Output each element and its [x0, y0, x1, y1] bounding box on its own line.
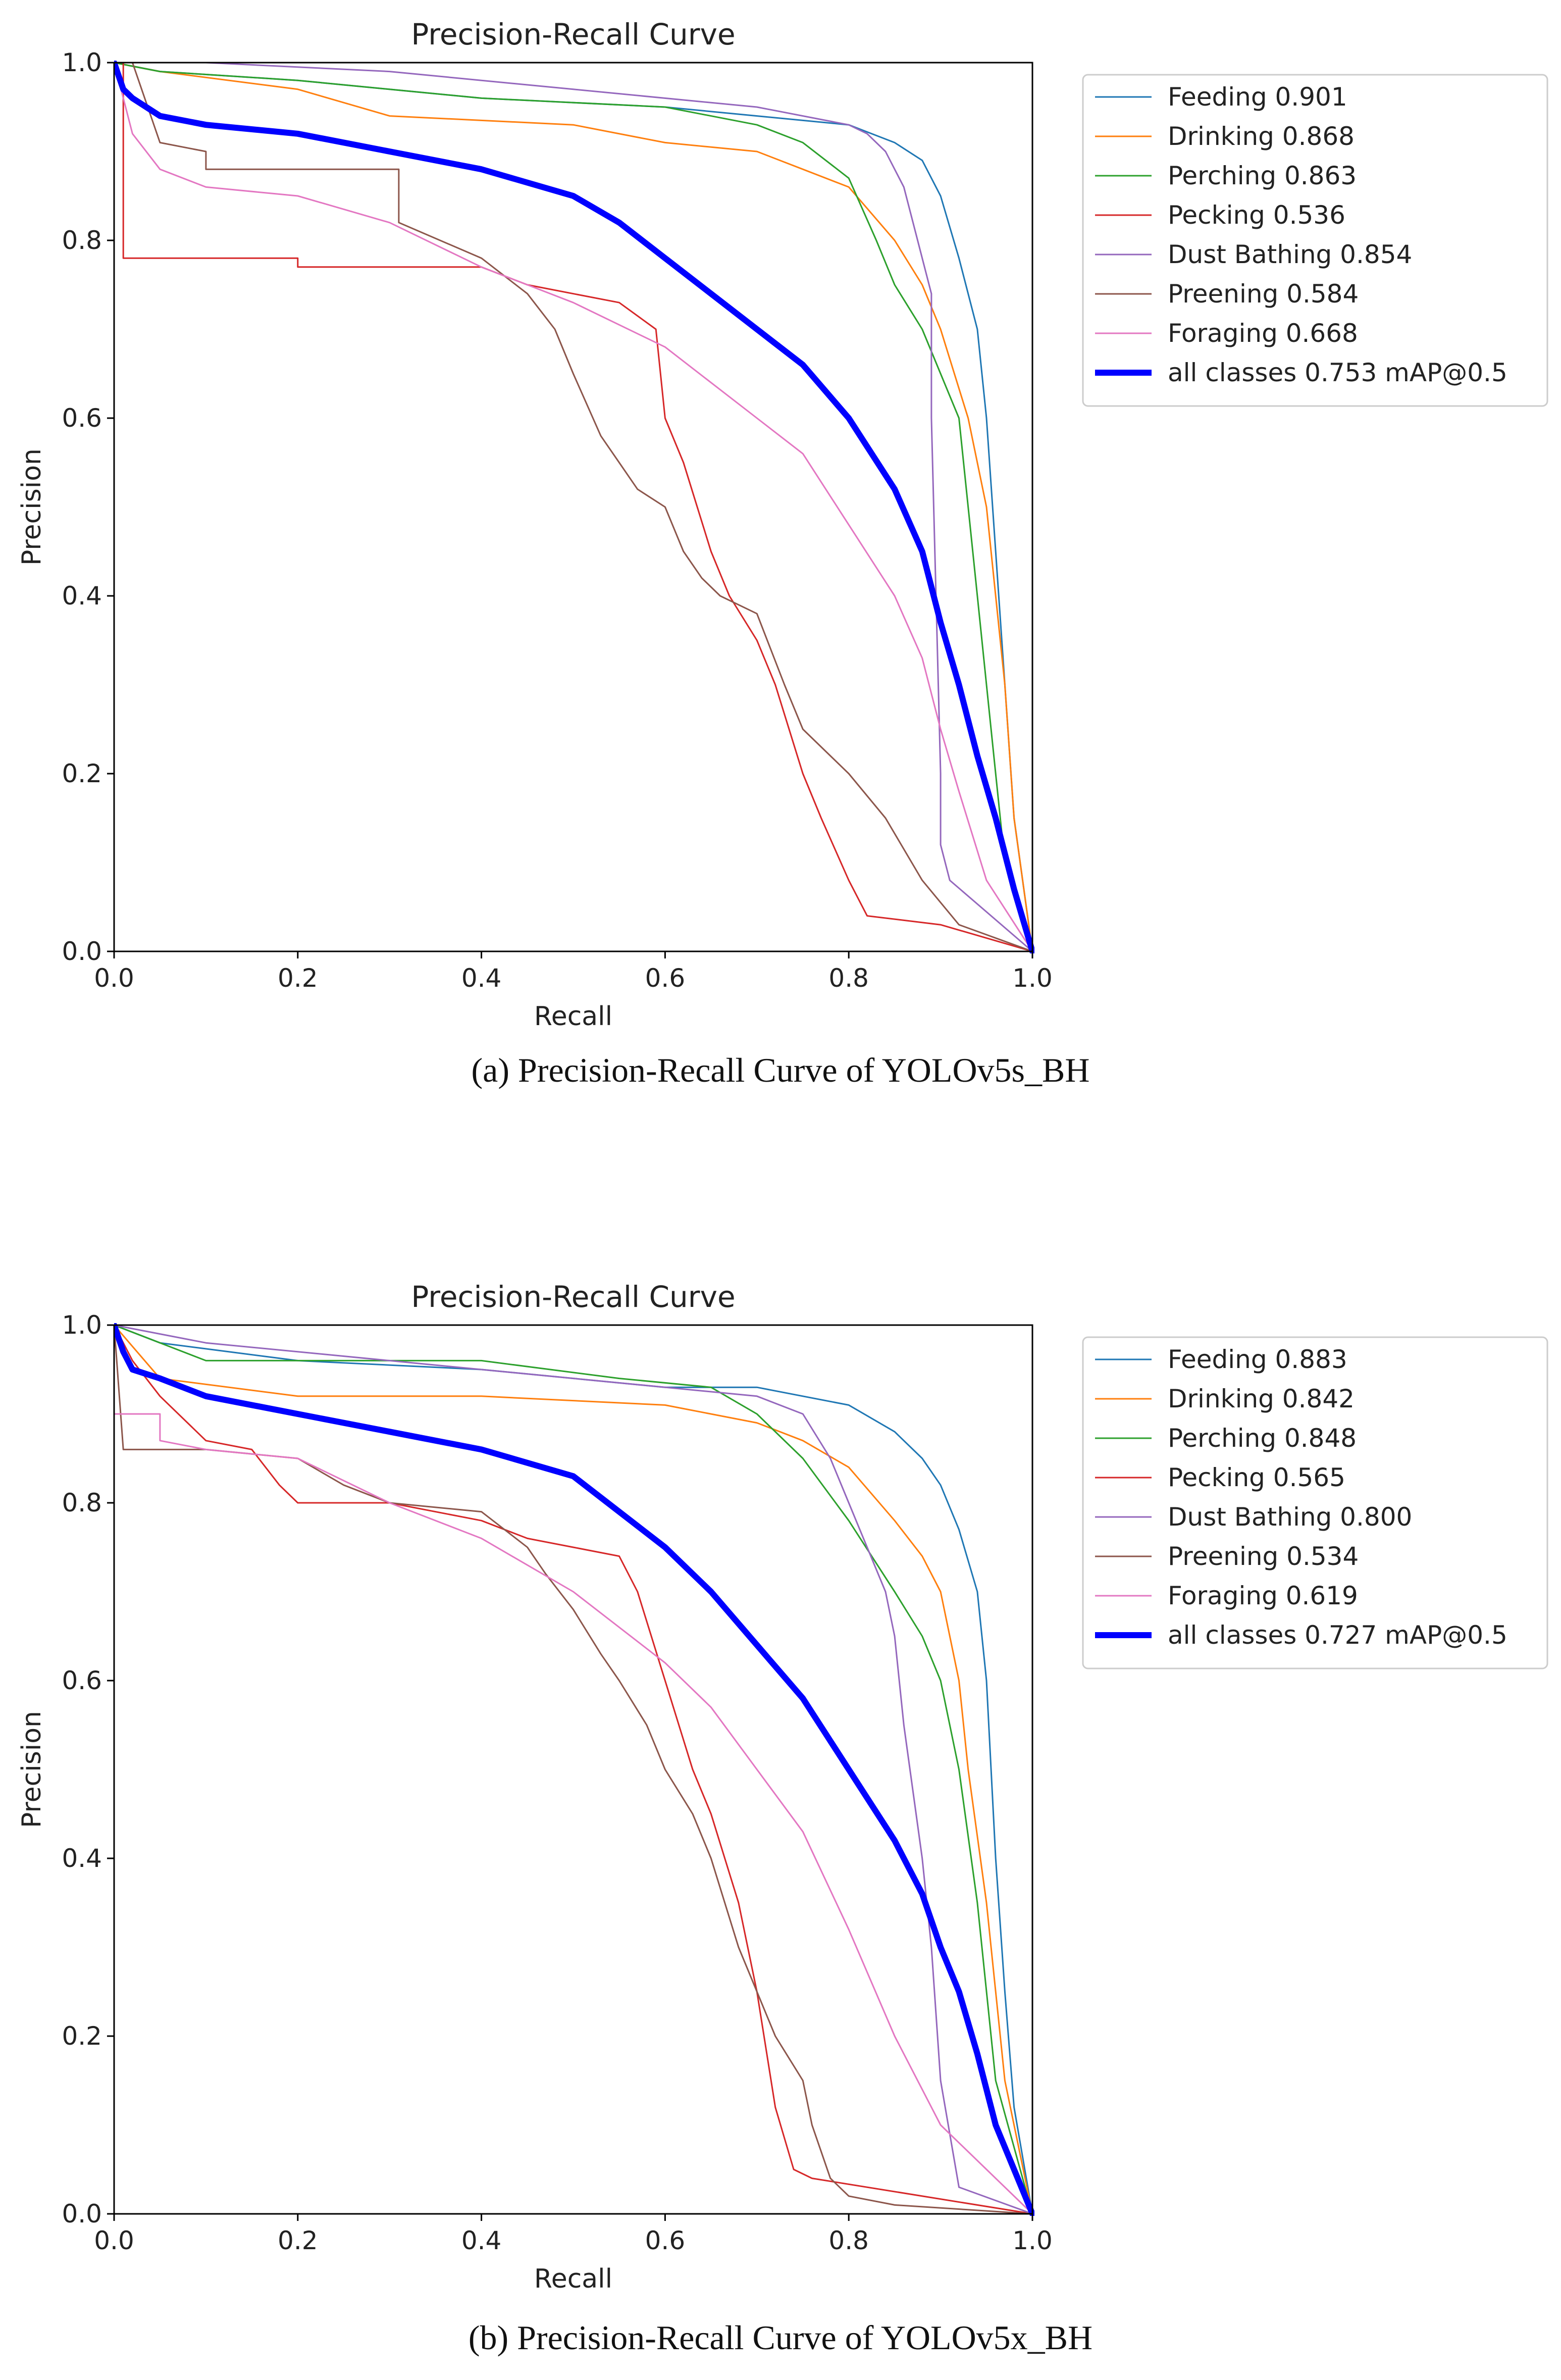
- x-axis-label: Recall: [534, 2264, 612, 2294]
- y-tick-label: 0.2: [62, 2021, 102, 2051]
- caption-b: (b) Precision-Recall Curve of YOLOv5x_BH: [468, 2318, 1093, 2357]
- y-tick-label: 0.4: [62, 1844, 102, 1873]
- legend-box: [1082, 1336, 1548, 1669]
- series-line-5: [114, 62, 1033, 952]
- x-tick-label: 0.0: [94, 964, 134, 993]
- x-tick-label: 0.4: [461, 964, 502, 993]
- x-tick-label: 1.0: [1012, 964, 1053, 993]
- x-tick-label: 0.6: [645, 2226, 686, 2255]
- x-tick-label: 0.4: [461, 2226, 502, 2255]
- y-tick-label: 0.2: [62, 759, 102, 788]
- x-tick-label: 0.0: [94, 2226, 134, 2255]
- y-axis-label: Precision: [17, 448, 47, 566]
- plot-frame: [113, 62, 1033, 952]
- x-tick-label: 0.6: [645, 964, 686, 993]
- legend-label-4: Dust Bathing 0.854: [1168, 240, 1412, 269]
- legend-label-2: Perching 0.863: [1168, 161, 1357, 190]
- pr-curve-chart-a: Precision-Recall Curve 0.0 0.2 0.4 0.6 0.8 1.0…: [0, 0, 1561, 1050]
- caption-a: (a) Precision-Recall Curve of YOLOv5s_BH: [471, 1051, 1090, 1089]
- legend-label-1: Drinking 0.842: [1168, 1384, 1355, 1413]
- y-tick-label: 1.0: [62, 1310, 102, 1340]
- y-tick-label: 1.0: [62, 48, 102, 77]
- legend-label-0: Feeding 0.883: [1168, 1345, 1347, 1374]
- series-line-7: [114, 1323, 1034, 2216]
- legend-label-2: Perching 0.848: [1168, 1424, 1357, 1453]
- legend-label-3: Pecking 0.536: [1168, 200, 1345, 230]
- y-tick-label: 0.0: [62, 937, 102, 966]
- plot-frame: [113, 1324, 1033, 2215]
- series-line-5: [114, 1324, 1033, 2215]
- series-line-6: [114, 1413, 1033, 2215]
- x-axis-label: Recall: [534, 1001, 612, 1032]
- legend-label-7: all classes 0.727 mAP@0.5: [1168, 1621, 1507, 1650]
- legend-label-6: Foraging 0.619: [1168, 1581, 1358, 1610]
- series-line-2: [114, 62, 1033, 952]
- y-axis-label: Precision: [17, 1711, 47, 1828]
- legend-label-5: Preening 0.534: [1168, 1542, 1359, 1571]
- series-line-4: [114, 62, 1033, 952]
- plot-lines: [114, 61, 1034, 953]
- y-tick-label: 0.0: [62, 2199, 102, 2229]
- pr-curve-chart-b: Precision-Recall Curve 0.0 0.2 0.4 0.6 0.8 1.0…: [0, 1262, 1561, 2313]
- series-line-0: [114, 1324, 1033, 2215]
- series-line-1: [114, 1324, 1033, 2215]
- series-line-4: [114, 1324, 1033, 2215]
- legend-label-1: Drinking 0.868: [1168, 122, 1355, 151]
- legend-label-7: all classes 0.753 mAP@0.5: [1168, 358, 1507, 387]
- x-tick-label: 0.2: [278, 2226, 318, 2255]
- legend-label-4: Dust Bathing 0.800: [1168, 1502, 1412, 1532]
- y-tick-label: 0.6: [62, 403, 102, 433]
- chart-title: Precision-Recall Curve: [411, 1280, 735, 1314]
- legend-label-0: Feeding 0.901: [1168, 82, 1347, 112]
- y-tick-label: 0.8: [62, 1488, 102, 1517]
- y-tick-label: 0.4: [62, 581, 102, 611]
- legend-box: [1082, 74, 1548, 407]
- plot-lines: [114, 1323, 1034, 2216]
- legend-label-3: Pecking 0.565: [1168, 1463, 1345, 1492]
- series-line-7: [114, 61, 1034, 953]
- legend-label-6: Foraging 0.668: [1168, 319, 1358, 348]
- x-tick-label: 1.0: [1012, 2226, 1053, 2255]
- series-line-3: [114, 1324, 1033, 2215]
- y-tick-label: 0.6: [62, 1666, 102, 1695]
- chart-title: Precision-Recall Curve: [411, 17, 735, 52]
- x-tick-label: 0.8: [828, 2226, 869, 2255]
- legend-label-5: Preening 0.584: [1168, 279, 1359, 309]
- x-tick-label: 0.2: [278, 964, 318, 993]
- y-tick-label: 0.8: [62, 226, 102, 255]
- x-tick-label: 0.8: [828, 964, 869, 993]
- series-line-3: [114, 62, 1033, 952]
- series-line-1: [114, 62, 1033, 952]
- series-line-6: [114, 62, 1033, 952]
